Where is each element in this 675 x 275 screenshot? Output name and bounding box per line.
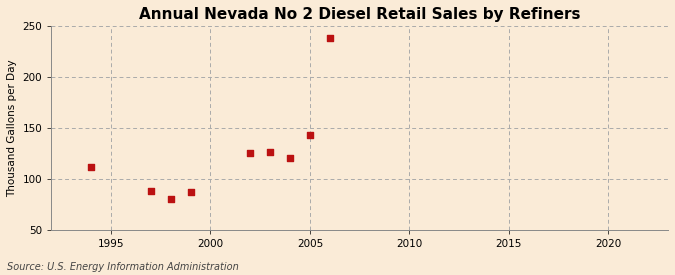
Point	[165, 197, 176, 201]
Point	[285, 156, 296, 161]
Text: Source: U.S. Energy Information Administration: Source: U.S. Energy Information Administ…	[7, 262, 238, 272]
Y-axis label: Thousand Gallons per Day: Thousand Gallons per Day	[7, 59, 17, 197]
Point	[325, 36, 335, 40]
Point	[265, 150, 275, 155]
Point	[245, 151, 256, 156]
Point	[304, 133, 315, 137]
Point	[185, 190, 196, 194]
Point	[86, 164, 97, 169]
Point	[145, 189, 156, 193]
Title: Annual Nevada No 2 Diesel Retail Sales by Refiners: Annual Nevada No 2 Diesel Retail Sales b…	[139, 7, 580, 22]
